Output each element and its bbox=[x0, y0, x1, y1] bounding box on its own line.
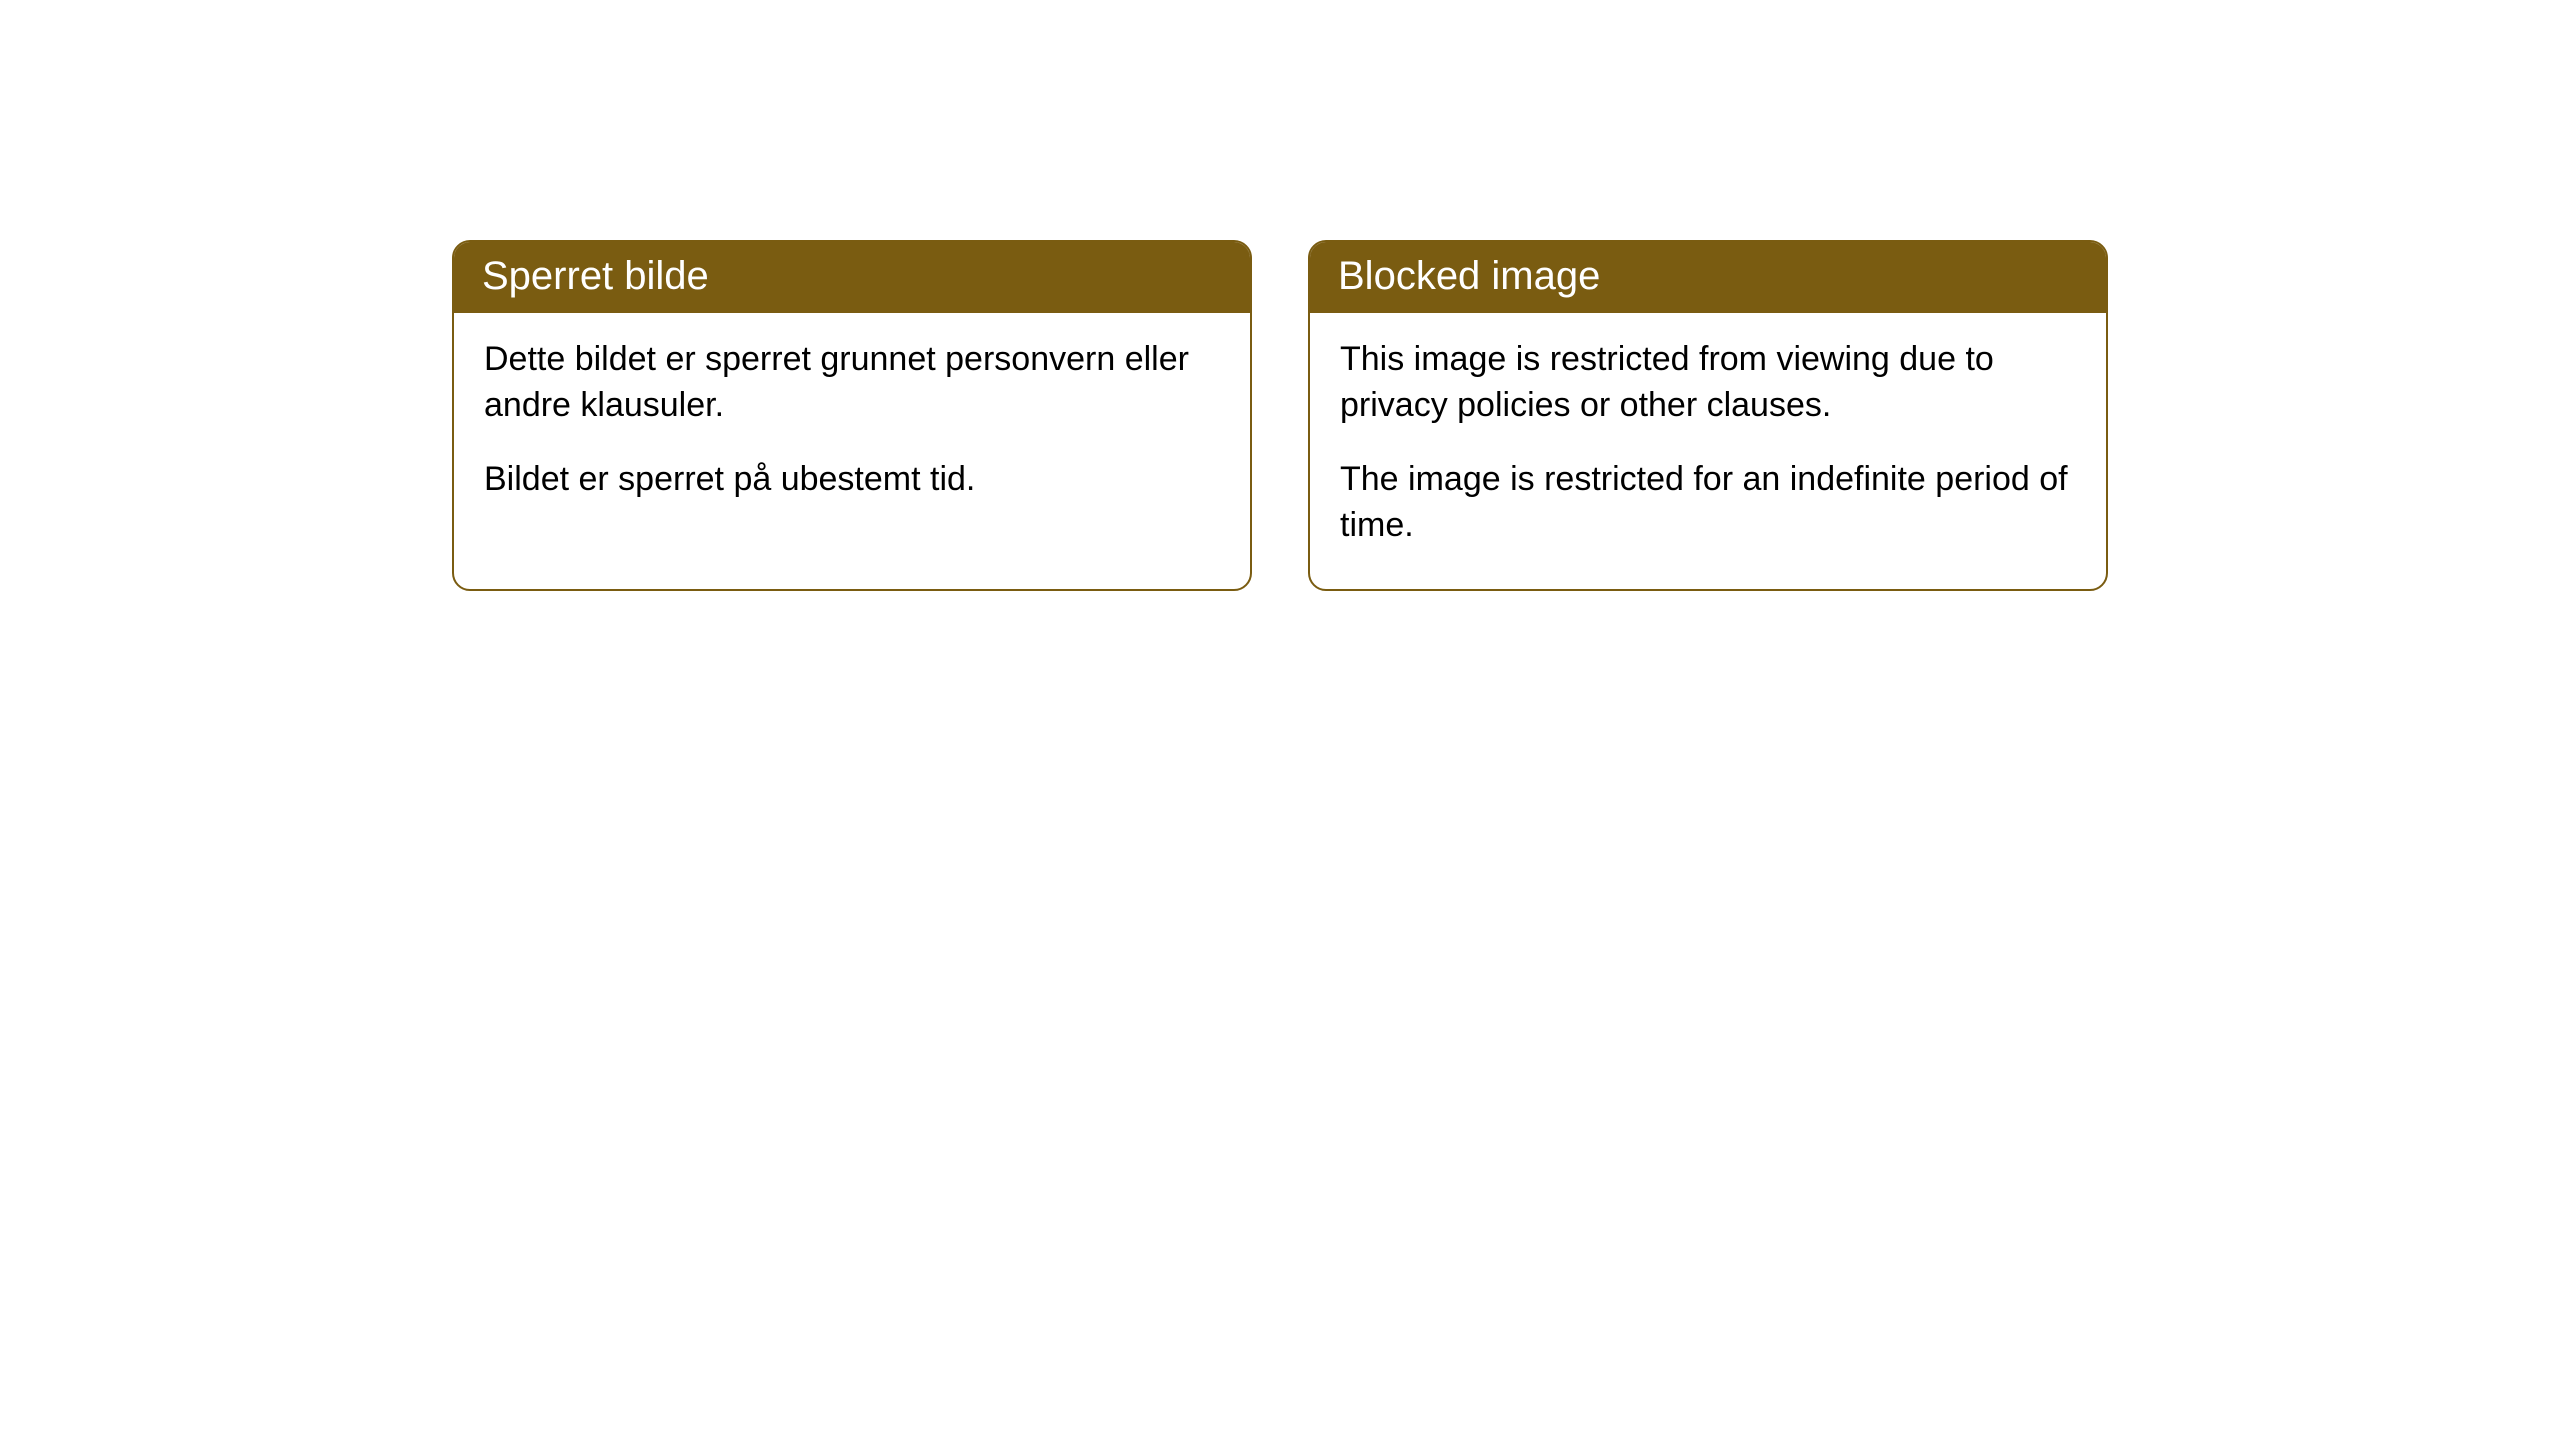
card-body-english: This image is restricted from viewing du… bbox=[1310, 313, 2106, 589]
card-english: Blocked image This image is restricted f… bbox=[1308, 240, 2108, 591]
paragraph-text: Bildet er sperret på ubestemt tid. bbox=[484, 457, 1220, 503]
card-header-norwegian: Sperret bilde bbox=[454, 242, 1250, 313]
card-header-english: Blocked image bbox=[1310, 242, 2106, 313]
paragraph-text: This image is restricted from viewing du… bbox=[1340, 337, 2076, 429]
card-norwegian: Sperret bilde Dette bildet er sperret gr… bbox=[452, 240, 1252, 591]
cards-container: Sperret bilde Dette bildet er sperret gr… bbox=[0, 0, 2560, 591]
paragraph-text: The image is restricted for an indefinit… bbox=[1340, 457, 2076, 549]
card-body-norwegian: Dette bildet er sperret grunnet personve… bbox=[454, 313, 1250, 543]
paragraph-text: Dette bildet er sperret grunnet personve… bbox=[484, 337, 1220, 429]
